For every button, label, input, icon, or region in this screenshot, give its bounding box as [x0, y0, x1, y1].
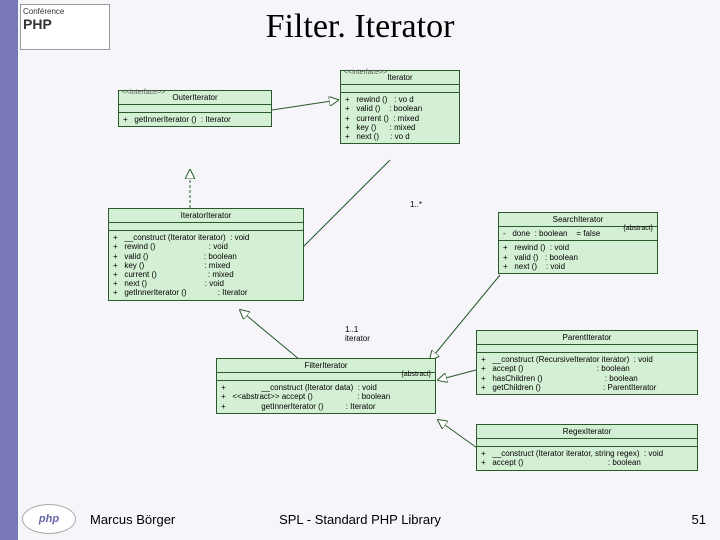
attributes — [119, 105, 271, 113]
class-name: ParentIterator — [477, 331, 697, 345]
attributes — [477, 345, 697, 353]
class-name: RegexIterator — [477, 425, 697, 439]
php-logo-icon: php — [22, 504, 76, 534]
attributes — [477, 439, 697, 447]
multiplicity-1star: 1..* — [410, 200, 422, 209]
class-name: SearchIterator {abstract} — [499, 213, 657, 227]
abstract-annotation: {abstract} — [401, 371, 431, 379]
class-filteriterator: FilterIterator {abstract} + __construct … — [216, 358, 436, 414]
attributes — [109, 223, 303, 231]
multiplicity-11: 1..1 iterator — [345, 325, 370, 343]
class-parentiterator: ParentIterator + __construct (RecursiveI… — [476, 330, 698, 395]
methods: + rewind () : void + valid () : boolean … — [499, 241, 657, 273]
page-title: Filter. Iterator — [0, 8, 720, 46]
class-searchiterator: SearchIterator {abstract} - done : boole… — [498, 212, 658, 274]
stereotype: <<interface>> — [122, 89, 165, 97]
methods: + __construct (Iterator iterator) : void… — [109, 231, 303, 299]
methods: + getInnerIterator () : Iterator — [119, 113, 271, 126]
sidebar-stripe — [0, 0, 18, 540]
author: Marcus Börger — [90, 512, 175, 527]
class-iterator: <<interface>> Iterator + rewind () : vo … — [340, 70, 460, 144]
class-name: IteratorIterator — [109, 209, 303, 223]
methods: + rewind () : vo d + valid () : boolean … — [341, 93, 459, 143]
footer: php Marcus Börger SPL - Standard PHP Lib… — [0, 504, 720, 534]
class-outeriterator: <<interface>> OuterIterator + getInnerIt… — [118, 90, 272, 127]
page-number: 51 — [692, 512, 706, 527]
methods: + __construct (Iterator iterator, string… — [477, 447, 697, 469]
class-name: FilterIterator {abstract} — [217, 359, 435, 373]
footer-caption: SPL - Standard PHP Library — [279, 512, 441, 527]
methods: + __construct (Iterator data) : void + <… — [217, 381, 435, 413]
attributes — [341, 85, 459, 93]
methods: + __construct (RecursiveIterator iterato… — [477, 353, 697, 394]
abstract-annotation: {abstract} — [623, 225, 653, 233]
class-regexiterator: RegexIterator + __construct (Iterator it… — [476, 424, 698, 471]
stereotype: <<interface>> — [344, 69, 387, 77]
class-iteratoriterator: IteratorIterator + __construct (Iterator… — [108, 208, 304, 301]
